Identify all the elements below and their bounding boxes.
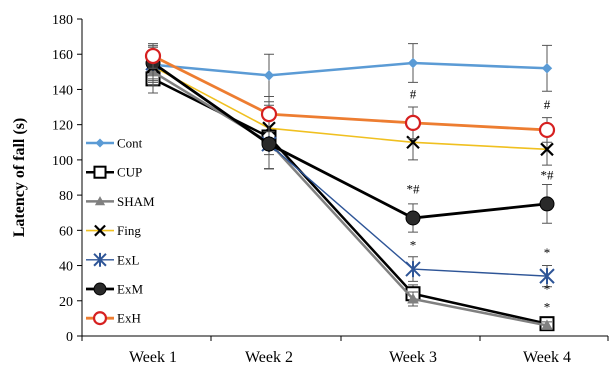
series-line [152, 77, 548, 325]
x-ticks: Week 1 Week 2 Week 3 Week 4 [81, 336, 609, 366]
x-tick-label: Week 1 [129, 349, 177, 366]
significance-mark: *# [407, 181, 421, 196]
data-point [539, 268, 555, 285]
legend-marker [94, 196, 106, 206]
y-tick-label: 0 [66, 330, 73, 345]
data-point [539, 196, 555, 212]
legend-item-exl: ExL [86, 252, 139, 267]
y-tick-label: 80 [59, 189, 73, 204]
y-tick-label: 40 [59, 260, 73, 275]
series-cont [147, 43, 553, 97]
series-group [144, 43, 556, 332]
legend-marker [94, 224, 106, 237]
series-line [152, 70, 548, 327]
x-tick-label: Week 2 [245, 349, 293, 366]
data-point [260, 105, 278, 123]
significance-mark: * [410, 238, 417, 253]
legend-item-cup: CUP [86, 165, 142, 180]
data-point [538, 121, 556, 139]
x-tick-label: Week 3 [389, 349, 437, 366]
legend: Cont CUP SHAM Fing ExL ExM ExH [86, 136, 155, 326]
series-sham [147, 57, 553, 330]
legend-label: ExM [117, 282, 143, 297]
series-line [152, 62, 548, 277]
significance-mark: * [544, 282, 551, 297]
series-line [152, 65, 548, 151]
data-point [407, 57, 419, 69]
data-point [261, 136, 277, 152]
legend-marker [92, 311, 108, 326]
data-point [263, 70, 275, 81]
legend-label: Cont [117, 136, 143, 151]
significance-mark: *# [541, 167, 555, 182]
y-tick-label: 100 [52, 154, 73, 169]
legend-item-exm: ExM [86, 282, 143, 297]
annotations: # # *# *# * * * * [407, 86, 555, 314]
data-point [540, 142, 554, 157]
legend-item-cont: Cont [86, 136, 143, 151]
data-point [541, 319, 553, 330]
legend-marker [93, 252, 107, 267]
legend-label: ExH [117, 311, 141, 326]
legend-label: Fing [117, 223, 141, 238]
legend-item-fing: Fing [86, 223, 141, 238]
series-line [152, 61, 548, 77]
data-point [405, 210, 421, 226]
significance-mark: # [410, 86, 417, 101]
y-ticks: 0 20 40 60 80 100 120 140 160 180 [52, 13, 82, 345]
legend-label: CUP [117, 165, 142, 180]
y-tick-label: 120 [52, 119, 73, 134]
series-exh [144, 43, 556, 143]
y-tick-label: 180 [52, 13, 73, 28]
series-exm [145, 46, 555, 233]
y-axis-label: Latency of fall (s) [11, 118, 28, 238]
legend-marker [93, 165, 107, 179]
x-tick-label: Week 4 [523, 349, 571, 366]
chart-axes [81, 19, 608, 337]
significance-mark: # [544, 97, 551, 112]
legend-marker [95, 138, 105, 148]
data-point [144, 47, 162, 65]
significance-mark: * [544, 299, 551, 314]
legend-item-exh: ExH [86, 311, 141, 326]
y-tick-label: 20 [59, 295, 73, 310]
legend-item-sham: SHAM [86, 194, 155, 209]
legend-label: ExL [117, 252, 139, 267]
data-point [541, 63, 553, 74]
legend-marker [93, 282, 107, 296]
series-line [152, 54, 548, 132]
legend-label: SHAM [117, 194, 155, 209]
y-tick-label: 160 [52, 48, 73, 63]
data-point [404, 114, 422, 132]
y-tick-label: 140 [52, 83, 73, 98]
y-tick-label: 60 [59, 224, 73, 239]
data-point [407, 292, 419, 304]
data-point [405, 261, 421, 278]
significance-mark: * [544, 245, 551, 260]
series-line [152, 61, 548, 220]
